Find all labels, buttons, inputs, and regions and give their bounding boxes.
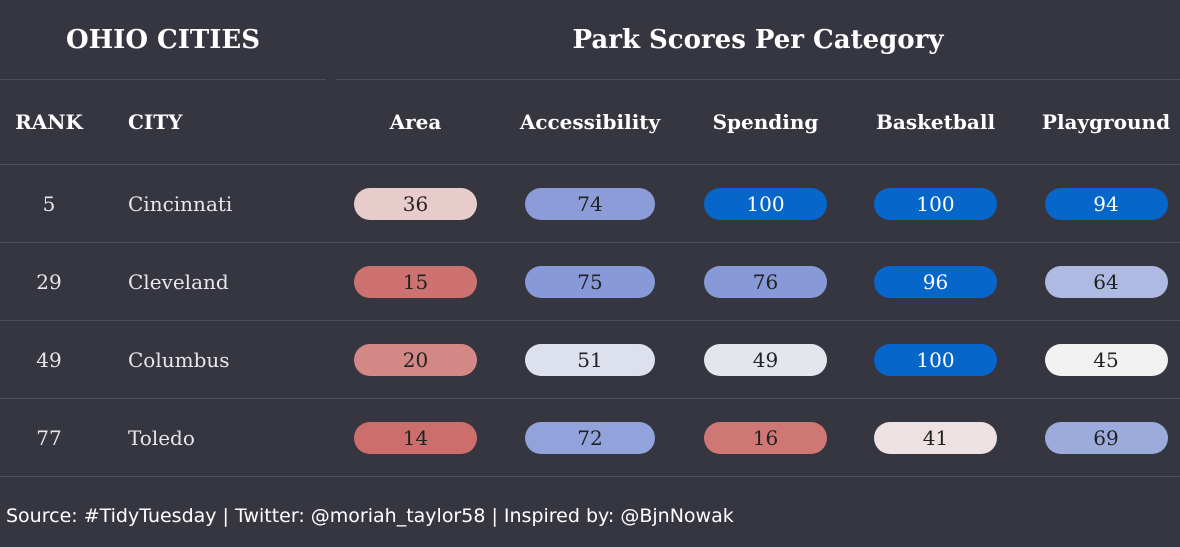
accessibility-header: Accessibility (519, 110, 661, 134)
header-rule (0, 164, 1180, 165)
playground-cell: 45 (1030, 321, 1180, 399)
basketball-cell: 100 (858, 165, 1013, 243)
city-cell: Columbus (128, 348, 230, 372)
area-score-pill: 36 (354, 188, 477, 220)
rank-header: RANK (15, 110, 83, 134)
table-row: 5 Cincinnati 36 74 100 100 94 (0, 165, 1180, 243)
basketball-cell: 100 (858, 321, 1013, 399)
area-header: Area (389, 110, 442, 134)
playground-score-pill: 94 (1044, 188, 1168, 220)
accessibility-cell: 74 (505, 165, 675, 243)
city-header: CITY (128, 110, 183, 134)
playground-cell: 64 (1030, 243, 1180, 321)
playground-score-pill: 69 (1044, 422, 1168, 454)
basketball-score-pill: 41 (874, 422, 997, 454)
city-cell: Cleveland (128, 270, 229, 294)
accessibility-score-pill: 75 (525, 266, 655, 298)
rank-cell: 77 (36, 426, 62, 450)
title-rule-right (336, 79, 1180, 80)
ohio-cities-title: OHIO CITIES (65, 25, 261, 55)
table-row: 77 Toledo 14 72 16 41 69 (0, 399, 1180, 477)
spending-cell: 100 (688, 165, 843, 243)
city-cell: Cincinnati (128, 192, 233, 216)
row-rule (0, 242, 1180, 243)
spending-cell: 76 (688, 243, 843, 321)
basketball-cell: 41 (858, 399, 1013, 477)
spending-header: Spending (712, 110, 819, 134)
source-caption: Source: #TidyTuesday | Twitter: @moriah_… (6, 505, 734, 527)
basketball-header: Basketball (875, 110, 996, 134)
city-cell: Toledo (128, 426, 195, 450)
playground-cell: 69 (1030, 399, 1180, 477)
accessibility-score-pill: 51 (525, 344, 655, 376)
accessibility-score-pill: 74 (525, 188, 655, 220)
rank-cell: 5 (42, 192, 56, 216)
spending-cell: 49 (688, 321, 843, 399)
park-scores-title: Park Scores Per Category (572, 25, 944, 55)
row-rule (0, 476, 1180, 477)
table-row: 49 Columbus 20 51 49 100 45 (0, 321, 1180, 399)
area-score-pill: 20 (354, 344, 477, 376)
area-cell: 15 (338, 243, 493, 321)
playground-score-pill: 64 (1044, 266, 1168, 298)
area-cell: 36 (338, 165, 493, 243)
area-score-pill: 15 (354, 266, 477, 298)
basketball-score-pill: 96 (874, 266, 997, 298)
accessibility-score-pill: 72 (525, 422, 655, 454)
spending-score-pill: 100 (704, 188, 827, 220)
accessibility-cell: 72 (505, 399, 675, 477)
rank-cell: 49 (36, 348, 62, 372)
accessibility-cell: 75 (505, 243, 675, 321)
basketball-score-pill: 100 (874, 344, 997, 376)
spending-score-pill: 16 (704, 422, 827, 454)
area-cell: 20 (338, 321, 493, 399)
playground-cell: 94 (1030, 165, 1180, 243)
rank-cell: 29 (36, 270, 62, 294)
table-row: 29 Cleveland 15 75 76 96 64 (0, 243, 1180, 321)
playground-header: Playground (1041, 110, 1171, 134)
basketball-cell: 96 (858, 243, 1013, 321)
area-cell: 14 (338, 399, 493, 477)
spending-score-pill: 49 (704, 344, 827, 376)
row-rule (0, 398, 1180, 399)
title-rule-left (0, 79, 326, 80)
row-rule (0, 320, 1180, 321)
area-score-pill: 14 (354, 422, 477, 454)
spending-cell: 16 (688, 399, 843, 477)
accessibility-cell: 51 (505, 321, 675, 399)
spending-score-pill: 76 (704, 266, 827, 298)
playground-score-pill: 45 (1044, 344, 1168, 376)
basketball-score-pill: 100 (874, 188, 997, 220)
